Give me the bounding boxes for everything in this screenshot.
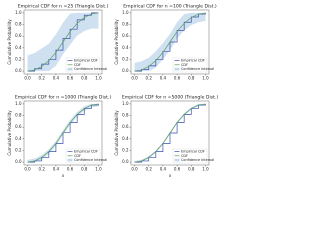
y-tick-label: 1.0 — [122, 10, 129, 15]
y-tick-label: 0.8 — [122, 113, 129, 118]
x-tick-label: 1.0 — [95, 167, 102, 172]
y-tick-label: 1.0 — [15, 10, 22, 15]
x-tick-label: 0.8 — [81, 76, 88, 81]
legend-label: Empirical CDF — [181, 59, 205, 63]
legend-label: Confidence Interval — [181, 67, 214, 71]
y-tick-label: 0.2 — [122, 147, 129, 152]
y-axis-label: Cumulative Probability — [7, 19, 12, 65]
legend-label: Confidence Interval — [181, 158, 214, 162]
empirical-cdf — [27, 12, 99, 72]
x-tick-label: 0.6 — [67, 167, 74, 172]
x-tick-label: 0.2 — [146, 76, 153, 81]
x-axis-label: x — [169, 173, 172, 178]
y-tick-label: 0.4 — [15, 136, 22, 141]
legend-swatch — [174, 158, 180, 162]
y-axis-label: Cumulative Probability — [7, 110, 12, 156]
x-tick-label: 1.0 — [95, 76, 102, 81]
legend-swatch — [174, 67, 180, 71]
y-axis-label: Cumulative Probability — [114, 110, 119, 156]
x-tick-label: 1.0 — [202, 76, 209, 81]
x-tick-label: 0.0 — [131, 167, 138, 172]
x-tick-label: 0.4 — [53, 167, 60, 172]
y-tick-label: 0.8 — [15, 113, 22, 118]
legend-label: Confidence Interval — [74, 67, 107, 71]
y-tick-label: 0.6 — [122, 124, 129, 129]
x-tick-label: 0.8 — [81, 167, 88, 172]
x-tick-label: 0.8 — [188, 76, 195, 81]
x-tick-label: 0.6 — [67, 76, 74, 81]
y-tick-label: 1.0 — [15, 101, 22, 106]
x-tick-label: 0.0 — [24, 76, 31, 81]
x-tick-label: 0.6 — [174, 76, 181, 81]
chart-title: Empirical CDF for n =1000 (Triangle Dist… — [15, 95, 112, 101]
x-tick-label: 0.8 — [188, 167, 195, 172]
chart-title: Empirical CDF for n =25 (Triangle Dist.) — [18, 4, 109, 10]
legend-label: CDF — [181, 63, 188, 67]
x-tick-label: 0.2 — [146, 167, 153, 172]
cdf-line — [134, 12, 206, 72]
x-tick-label: 0.0 — [24, 167, 31, 172]
legend-label: Empirical CDF — [74, 59, 98, 63]
y-tick-label: 0.2 — [15, 56, 22, 61]
legend-swatch — [67, 67, 73, 71]
legend-label: CDF — [74, 63, 81, 67]
cdf-line — [134, 103, 206, 163]
x-tick-label: 0.2 — [39, 167, 46, 172]
x-tick-label: 0.0 — [131, 76, 138, 81]
legend-label: Empirical CDF — [74, 150, 98, 154]
y-tick-label: 0.4 — [122, 136, 129, 141]
x-tick-label: 0.4 — [160, 167, 167, 172]
x-tick-label: 0.4 — [160, 76, 167, 81]
cdf-line — [27, 103, 99, 163]
y-tick-label: 0.0 — [122, 159, 129, 164]
x-tick-label: 1.0 — [202, 167, 209, 172]
y-tick-label: 1.0 — [122, 101, 129, 106]
legend-label: Empirical CDF — [181, 150, 205, 154]
figure: Empirical CDF for n =25 (Triangle Dist.)… — [7, 4, 219, 179]
chart-title: Empirical CDF for n =100 (Triangle Dist.… — [123, 4, 217, 10]
y-tick-label: 0.6 — [15, 124, 22, 129]
y-tick-label: 0.0 — [15, 68, 22, 73]
y-tick-label: 0.2 — [122, 56, 129, 61]
x-tick-label: 0.6 — [174, 167, 181, 172]
y-tick-label: 0.4 — [15, 45, 22, 50]
legend-box — [172, 148, 208, 164]
y-tick-label: 0.6 — [15, 33, 22, 38]
y-tick-label: 0.8 — [122, 22, 129, 27]
legend-label: CDF — [181, 154, 188, 158]
y-tick-label: 0.2 — [15, 147, 22, 152]
y-tick-label: 0.4 — [122, 45, 129, 50]
x-axis-label: x — [62, 173, 65, 178]
legend-label: CDF — [74, 154, 81, 158]
legend-box — [65, 148, 101, 164]
legend-swatch — [67, 158, 73, 162]
y-tick-label: 0.0 — [15, 159, 22, 164]
legend-box — [172, 57, 208, 73]
chart-title: Empirical CDF for n =5000 (Triangle Dist… — [122, 95, 219, 101]
y-tick-label: 0.8 — [15, 22, 22, 27]
legend-label: Confidence Interval — [74, 158, 107, 162]
y-tick-label: 0.0 — [122, 68, 129, 73]
y-axis-label: Cumulative Probability — [114, 19, 119, 65]
y-tick-label: 0.6 — [122, 33, 129, 38]
cdf-line — [27, 12, 99, 72]
legend-box — [65, 57, 101, 73]
x-tick-label: 0.2 — [39, 76, 46, 81]
x-tick-label: 0.4 — [53, 76, 60, 81]
